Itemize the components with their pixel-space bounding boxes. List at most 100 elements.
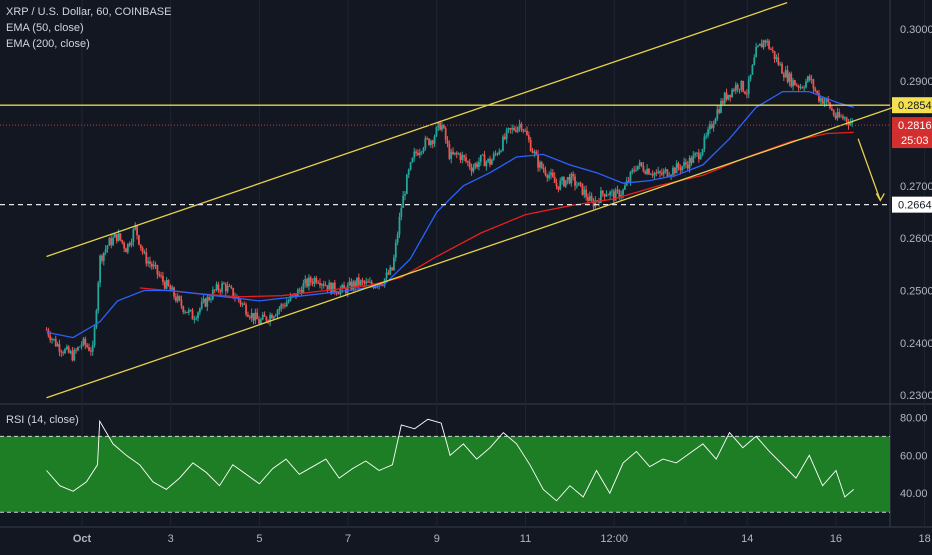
price-tag-0.2854 [892,97,932,114]
candle-body [478,161,480,168]
rsi-legend[interactable]: RSI (14, close) [6,414,79,426]
candle-body [276,310,279,316]
candle-body [736,84,739,89]
candle-body [794,80,796,86]
candle-body [191,309,194,320]
candle-body [404,193,406,196]
candle-body [799,87,802,89]
candle-body [433,136,436,144]
candle-body [455,152,458,155]
candle-body [110,238,113,246]
candle-body [483,154,486,167]
candle-body [330,282,332,294]
candle-body [224,283,227,292]
candle-body [474,163,477,168]
candle-body [603,193,606,197]
candle-body [490,159,493,165]
candle-body [808,76,811,80]
candle-body [784,70,787,78]
candle-body [461,155,464,160]
candle-body [213,289,216,291]
candle-body [535,151,538,155]
candle-body [265,316,268,321]
candle-body [289,295,292,301]
candle-body [830,108,833,111]
candle-body [566,176,569,181]
candle-body [790,73,793,87]
candle-body [688,157,691,169]
candle-body [396,234,399,243]
candle-body [350,281,353,290]
symbol-title[interactable]: XRP / U.S. Dollar, 60, COINBASE [6,6,172,18]
candle-body [788,73,791,82]
candle-body [370,281,373,286]
candle-body [239,300,242,305]
candle-body [147,261,150,264]
candle-body [677,163,680,168]
candle-body [836,112,839,119]
candle-body [729,94,732,98]
candle-body [243,303,246,305]
candle-body [653,172,656,176]
candle-body [692,155,695,163]
rsi-tick-label: 80.00 [900,412,928,424]
candle-body [269,314,272,322]
candle-body [505,129,508,139]
candle-body [481,154,484,156]
candle-body [119,233,122,240]
candle-body [178,296,181,300]
candle-body [206,297,209,307]
candle-body [559,180,562,190]
candle-body [82,338,85,345]
candle-body [832,110,835,116]
candle-body [744,91,746,94]
candle-body [160,275,162,277]
candle-body [411,157,414,163]
candle-body [753,57,756,66]
candle-body [657,171,660,173]
candle-body [106,245,109,250]
candle-body [319,282,321,286]
candle-body [158,274,161,276]
candle-body [186,311,188,313]
candle-body [302,283,305,294]
candle-body [95,310,98,328]
candle-body [454,152,456,155]
ema200-legend[interactable]: EMA (200, close) [6,38,90,50]
candle-body [145,252,148,264]
candle-body [415,151,418,153]
candle-body [500,150,503,152]
ema50-legend[interactable]: EMA (50, close) [6,22,84,34]
candle-body [622,189,624,195]
candle-body [786,70,789,82]
price-tag-label: 0.2664 [898,200,932,212]
candle-body [113,234,116,238]
candle-body [333,282,336,292]
candle-body [585,189,588,198]
ema50-line [46,90,854,339]
candle-body [819,98,822,102]
candle-body [544,169,547,175]
candle-body [352,281,355,290]
price-tag-0.2816 [892,117,932,134]
candle-body [594,200,597,207]
candle-body [631,169,634,172]
candle-body [838,112,841,117]
candle-body [165,280,168,289]
candle-body [247,314,249,317]
candle-body [524,130,527,132]
candle-body [202,298,205,302]
candle-body [587,197,589,201]
candle-body [326,285,329,290]
candle-body [182,306,185,312]
candle-body [803,87,806,89]
candle-body [280,304,283,309]
candle-body [328,282,331,290]
candle-body [241,303,244,305]
candle-body [605,194,608,197]
candle-body [618,190,621,198]
candle-body [660,173,663,175]
time-tick-label: 11 [520,533,531,545]
